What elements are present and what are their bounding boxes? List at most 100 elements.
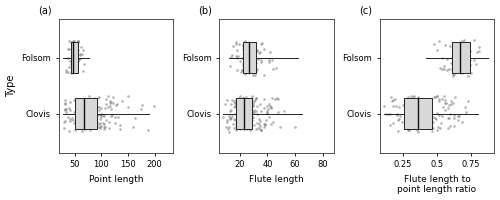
Point — [239, 96, 247, 100]
Point — [441, 98, 449, 101]
Point — [74, 68, 82, 72]
Point — [92, 109, 100, 112]
Point — [424, 111, 432, 114]
Bar — [242, 42, 256, 73]
Point — [434, 114, 442, 117]
Point — [251, 69, 259, 72]
Point — [252, 99, 260, 102]
Point — [72, 120, 80, 123]
Point — [242, 123, 250, 126]
Point — [110, 95, 118, 98]
Point — [231, 101, 239, 104]
Point — [230, 123, 237, 126]
Point — [242, 127, 250, 130]
Point — [380, 105, 388, 108]
Point — [76, 127, 84, 130]
Point — [64, 70, 72, 73]
Point — [226, 116, 234, 119]
Point — [227, 116, 235, 119]
Point — [436, 126, 444, 129]
Point — [71, 70, 79, 73]
Point — [433, 129, 441, 132]
Point — [260, 97, 268, 100]
Point — [230, 44, 237, 47]
Point — [234, 119, 242, 122]
Point — [256, 102, 264, 105]
Point — [280, 110, 288, 113]
Point — [246, 45, 254, 48]
Point — [448, 74, 456, 77]
Point — [81, 114, 89, 117]
Point — [262, 124, 270, 127]
Point — [246, 43, 254, 47]
Point — [445, 67, 453, 70]
Point — [388, 121, 396, 124]
Point — [442, 101, 450, 104]
Point — [386, 113, 394, 116]
Point — [260, 122, 268, 125]
Point — [248, 101, 256, 104]
Point — [78, 110, 86, 114]
Point — [226, 65, 234, 68]
Text: (c): (c) — [359, 6, 372, 16]
Point — [440, 67, 448, 71]
Point — [254, 58, 262, 61]
Point — [450, 113, 458, 116]
Point — [423, 111, 431, 115]
Point — [388, 100, 396, 103]
Point — [414, 130, 422, 133]
Point — [450, 73, 458, 76]
Point — [247, 58, 255, 61]
Point — [413, 97, 421, 100]
Point — [460, 59, 468, 62]
Point — [232, 121, 239, 125]
Point — [252, 69, 260, 73]
Point — [433, 95, 441, 98]
Point — [118, 100, 126, 103]
Point — [60, 108, 68, 111]
Point — [70, 66, 78, 69]
Point — [242, 96, 250, 99]
Point — [257, 110, 265, 113]
Point — [240, 52, 248, 55]
X-axis label: Flute length: Flute length — [249, 175, 304, 184]
Point — [114, 116, 122, 119]
Point — [388, 98, 396, 102]
Point — [428, 123, 436, 126]
Point — [432, 117, 440, 120]
Point — [100, 114, 108, 117]
Point — [244, 65, 252, 68]
Point — [238, 56, 246, 59]
Point — [263, 109, 271, 113]
Point — [96, 95, 104, 98]
Point — [458, 57, 466, 60]
Point — [82, 125, 90, 128]
Point — [244, 71, 252, 74]
Point — [428, 130, 436, 133]
Point — [236, 118, 244, 121]
Point — [228, 98, 236, 101]
Point — [70, 111, 78, 114]
Point — [263, 111, 271, 114]
Point — [454, 118, 462, 121]
Point — [73, 62, 81, 65]
Point — [425, 98, 433, 101]
Point — [231, 102, 239, 105]
Point — [244, 45, 252, 48]
Point — [60, 102, 68, 105]
Point — [79, 106, 87, 109]
Point — [250, 100, 258, 103]
Point — [382, 113, 390, 116]
Point — [236, 60, 244, 63]
Point — [106, 99, 114, 102]
Point — [75, 104, 83, 108]
Point — [150, 104, 158, 107]
Point — [448, 67, 456, 71]
Point — [453, 61, 461, 64]
Point — [426, 106, 434, 109]
Point — [291, 126, 299, 129]
Point — [232, 41, 239, 44]
Point — [71, 43, 79, 47]
Point — [406, 113, 413, 117]
Point — [440, 65, 448, 68]
